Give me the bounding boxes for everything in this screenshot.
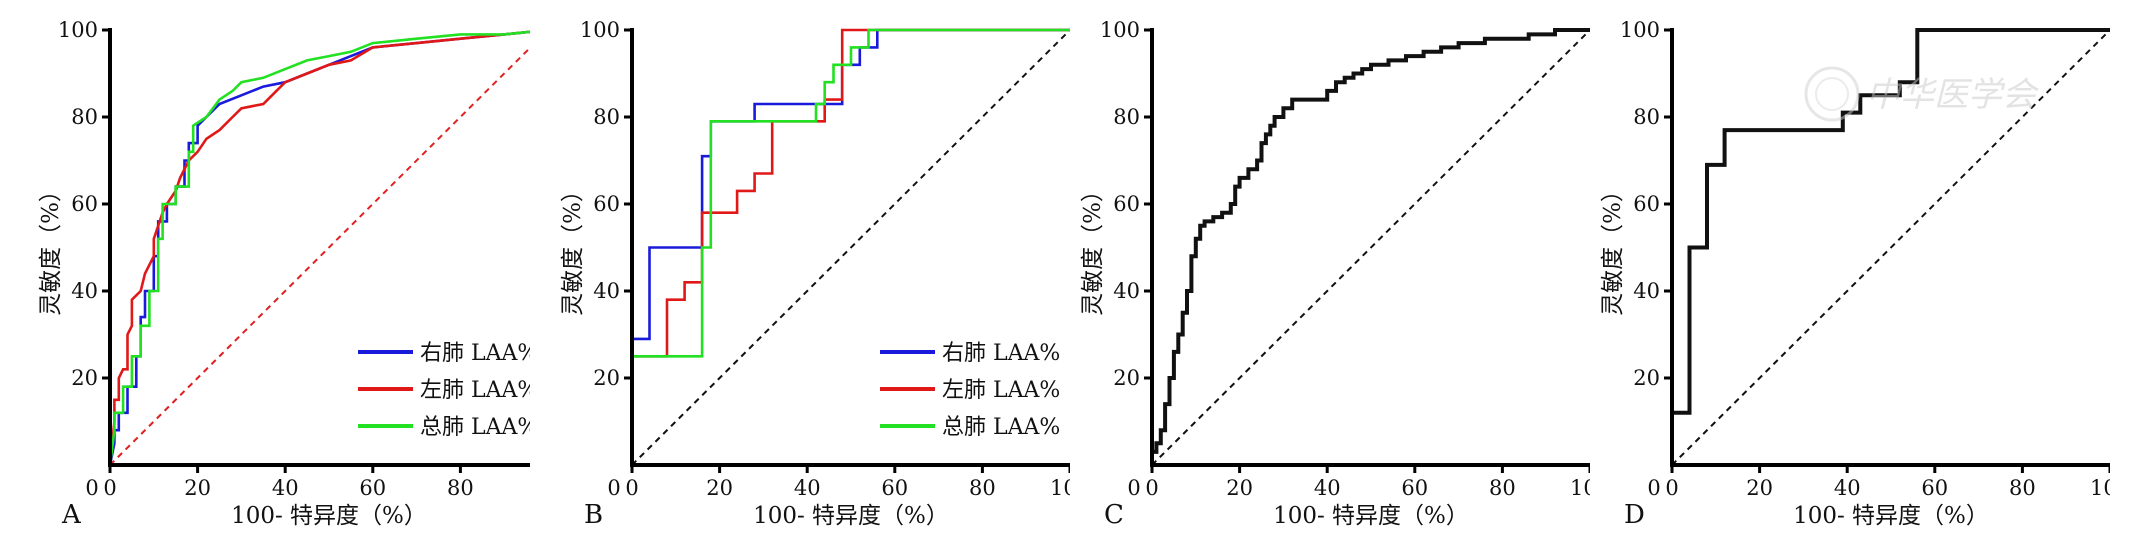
panel-c: 204060801000204060801000100- 特异度（%）灵敏度（%… <box>1060 0 1610 540</box>
y-axis-label: 灵敏度（%） <box>38 179 64 316</box>
origin-label: 0 <box>1647 476 1660 500</box>
x-axis-label: 100- 特异度（%） <box>1793 503 1989 529</box>
roc-curve-3 <box>108 28 549 466</box>
x-tick-label: 80 <box>447 476 474 500</box>
panel-letter: D <box>1624 500 1645 530</box>
x-tick-label: 0 <box>1145 476 1158 500</box>
x-tick-label: 0 <box>625 476 638 500</box>
y-tick-label: 20 <box>1113 366 1140 390</box>
x-tick-label: 60 <box>1401 476 1428 500</box>
roc-chart-c: 204060801000204060801000100- 特异度（%）灵敏度（%… <box>1080 18 1610 530</box>
x-tick-label: 80 <box>969 476 996 500</box>
x-axis-label: 100- 特异度（%） <box>1273 503 1469 529</box>
y-tick-label: 40 <box>1633 279 1660 303</box>
x-tick-label: 40 <box>1314 476 1341 500</box>
legend-label: 左肺 LAA% <box>420 378 530 403</box>
y-axis-label: 灵敏度（%） <box>560 179 586 316</box>
y-tick-label: 20 <box>1633 366 1660 390</box>
x-tick-label: 60 <box>1921 476 1948 500</box>
y-tick-label: 40 <box>593 279 620 303</box>
publisher-watermark: 中华医学会 <box>1800 58 2100 128</box>
y-axis-label: 灵敏度（%） <box>1600 179 1626 316</box>
roc-chart-a: 20 40 60 80 100 0 20 40 60 80 100 0 100- 特异度（%） 灵敏度（%… <box>38 18 568 530</box>
y-tick-label: 100 <box>580 18 620 42</box>
watermark-text: 中华医学会 <box>1866 75 2040 115</box>
x-tick-label: 20 <box>706 476 733 500</box>
x-tick-label: 0 <box>1665 476 1678 500</box>
legend-label: 总肺 LAA% <box>942 415 1060 440</box>
y-tick-label: 40 <box>1113 279 1140 303</box>
roc-curve-2 <box>108 28 549 466</box>
panel-letter: C <box>1104 500 1124 530</box>
panel-letter: A <box>61 500 82 530</box>
origin-label: 0 <box>1127 476 1140 500</box>
x-tick-label: 100 <box>2090 476 2110 500</box>
y-tick-label: 80 <box>593 105 620 129</box>
y-tick-label: 80 <box>1113 105 1140 129</box>
reference-diagonal <box>1671 29 2111 466</box>
y-tick-label: 60 <box>71 192 98 216</box>
legend-label: 右肺 LAA% <box>420 341 530 366</box>
y-tick-label: 100 <box>1100 18 1140 42</box>
x-tick-label: 80 <box>1489 476 1516 500</box>
y-tick-label: 60 <box>593 192 620 216</box>
y-tick-label: 80 <box>71 105 98 129</box>
panel-a: 20 40 60 80 100 0 20 40 60 80 100 0 100- 特异度（%） 灵敏度（%… <box>0 0 568 540</box>
x-axis-label: 100- 特异度（%） <box>753 503 949 529</box>
x-tick-label: 20 <box>1226 476 1253 500</box>
x-tick-label: 40 <box>1834 476 1861 500</box>
y-tick-label: 40 <box>71 279 98 303</box>
reference-diagonal <box>631 29 1071 466</box>
reference-diagonal <box>1151 29 1591 466</box>
x-tick-label: 60 <box>881 476 908 500</box>
y-tick-label: 80 <box>1633 105 1660 129</box>
y-tick-label: 20 <box>593 366 620 390</box>
roc-chart-d: 20 40 60 80 100 0 20 40 60 80 100 0 100- 特异度（%） 灵敏度（%… <box>1600 18 2130 530</box>
x-tick-label: 80 <box>2009 476 2036 500</box>
y-tick-label: 100 <box>58 18 98 42</box>
reference-diagonal <box>109 29 549 466</box>
x-tick-label: 20 <box>184 476 211 500</box>
origin-label: 0 <box>607 476 620 500</box>
panel-b: 204060801000204060801000100- 特异度（%）灵敏度（%… <box>540 0 1090 540</box>
y-axis-label: 灵敏度（%） <box>1080 179 1106 316</box>
legend-label: 右肺 LAA% <box>942 341 1060 366</box>
legend-label: 左肺 LAA% <box>942 378 1060 403</box>
x-tick-label: 20 <box>1746 476 1773 500</box>
panel-d: 20 40 60 80 100 0 20 40 60 80 100 0 100- 特异度（%） 灵敏度（%… <box>1580 0 2130 540</box>
x-tick-label: 40 <box>794 476 821 500</box>
panel-letter: B <box>584 500 603 530</box>
roc-curve-3 <box>630 28 1070 465</box>
roc-curve-1 <box>1150 28 1590 465</box>
y-tick-label: 20 <box>71 366 98 390</box>
x-tick-label: 40 <box>272 476 299 500</box>
roc-chart-b: 204060801000204060801000100- 特异度（%）灵敏度（%… <box>560 18 1090 530</box>
y-tick-label: 100 <box>1620 18 1660 42</box>
x-tick-label: 0 <box>103 476 116 500</box>
x-axis-label: 100- 特异度（%） <box>231 503 427 529</box>
y-tick-label: 60 <box>1633 192 1660 216</box>
x-tick-label: 100 <box>528 476 530 500</box>
legend-label: 总肺 LAA% <box>420 415 530 440</box>
x-tick-label: 60 <box>359 476 386 500</box>
origin-label: 0 <box>85 476 98 500</box>
roc-curve-1 <box>1670 28 2110 465</box>
y-tick-label: 60 <box>1113 192 1140 216</box>
